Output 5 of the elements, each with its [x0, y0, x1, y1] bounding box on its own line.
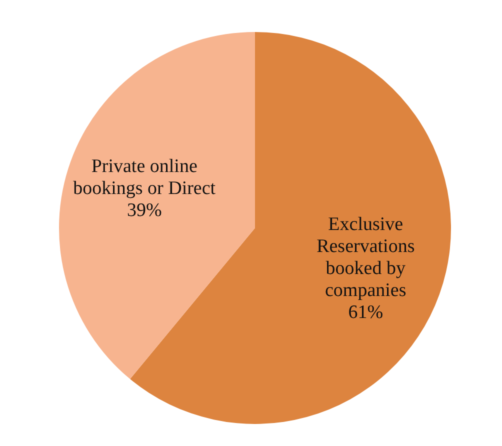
pie-slice — [59, 32, 255, 380]
data-label: 39% — [126, 200, 162, 222]
slice-label: Private online bookings or Direct — [73, 156, 216, 200]
data-label: 61% — [348, 302, 384, 323]
slice-label: Exclusive Reservations booked by companies — [316, 214, 415, 301]
